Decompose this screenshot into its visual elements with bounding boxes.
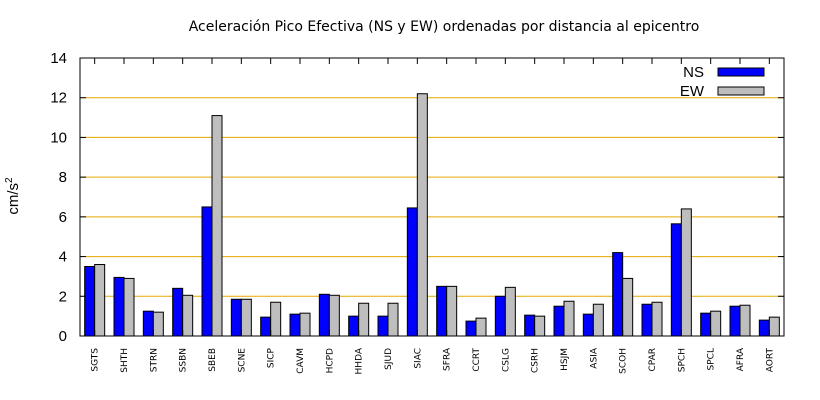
x-tick-label: SICP xyxy=(267,347,277,368)
bar-ns-aort xyxy=(758,319,770,337)
bar-ns-cslg xyxy=(494,295,506,337)
bar-ew-scne xyxy=(240,298,252,337)
bar-ns-asia xyxy=(582,313,594,337)
bar-ew-hsjm xyxy=(563,300,575,337)
bar-ew-asia xyxy=(592,303,604,337)
x-tick-label: AFRA xyxy=(736,347,746,371)
x-tick-label: SSBN xyxy=(179,348,189,372)
y-tick-label: 12 xyxy=(50,90,67,107)
x-tick-label: HSJM xyxy=(560,348,570,371)
grid-lines xyxy=(80,97,784,297)
y-tick-label: 8 xyxy=(59,169,67,186)
bar-ns-cpar xyxy=(641,303,653,337)
x-tick-label: SCNE xyxy=(237,348,247,373)
y-tick-label: 14 xyxy=(50,50,67,67)
y-tick-label: 10 xyxy=(50,129,67,146)
x-tick-label: CSLG xyxy=(501,348,511,372)
bar-ew-sfra xyxy=(446,285,458,337)
y-tick-label: 2 xyxy=(59,288,67,305)
bar-ew-afra xyxy=(739,304,751,337)
y-tick-label: 4 xyxy=(59,249,67,266)
bar-ew-cslg xyxy=(504,286,516,337)
bar-ns-scne xyxy=(230,298,242,337)
bar-ns-scoh xyxy=(612,252,624,337)
x-tick-label: SGTS xyxy=(91,348,101,372)
bar-ew-ssbn xyxy=(182,294,194,337)
bar-ns-sbeb xyxy=(201,206,213,337)
bar-ew-csrh xyxy=(534,315,546,337)
bar-ew-scoh xyxy=(622,277,634,337)
legend-swatch-ew xyxy=(717,86,765,96)
bar-ns-hsjm xyxy=(553,305,565,337)
x-tick-label: SPCH xyxy=(677,348,687,372)
x-tick-label: CCRT xyxy=(472,348,482,372)
plot-frame xyxy=(79,57,785,337)
legend: NS EW xyxy=(680,64,765,100)
x-tick-label: SJUD xyxy=(384,348,394,370)
bar-ns-sicp xyxy=(260,316,272,337)
bar-ew-shth xyxy=(123,277,135,337)
legend-label-ns: NS xyxy=(683,64,704,81)
x-tick-label: ASIA xyxy=(589,347,599,369)
bar-ns-sfra xyxy=(436,285,448,337)
y-axis-ticks: 0 2 4 6 8 10 12 14 xyxy=(50,50,784,345)
bar-ns-shth xyxy=(113,276,125,337)
x-tick-label: HCPD xyxy=(325,348,335,373)
x-tick-label: SBEB xyxy=(208,348,218,372)
bar-ew-sbeb xyxy=(211,115,223,337)
bar-ew-hhda xyxy=(358,302,370,337)
bar-ns-csrh xyxy=(524,314,536,337)
y-tick-label: 0 xyxy=(59,328,67,345)
bar-ew-sgts xyxy=(94,264,106,337)
bar-ew-strn xyxy=(152,311,164,337)
bar-ew-sjud xyxy=(387,302,399,337)
x-tick-label: STRN xyxy=(149,348,159,372)
x-tick-label: CSRH xyxy=(531,348,541,373)
x-tick-label: SPCL xyxy=(707,348,717,370)
y-tick-label: 6 xyxy=(59,209,67,226)
bars xyxy=(84,93,780,337)
x-tick-label: SCOH xyxy=(619,348,629,374)
bar-ns-cavm xyxy=(289,313,301,337)
chart-title: Aceleración Pico Efectiva (NS y EW) orde… xyxy=(189,19,700,35)
bar-ns-strn xyxy=(142,310,154,337)
y-axis-label: cm/s2 xyxy=(4,177,22,215)
bar-ns-ssbn xyxy=(172,287,184,337)
bar-ew-cpar xyxy=(651,301,663,337)
bar-ns-sjud xyxy=(377,315,389,337)
x-tick-label: SFRA xyxy=(443,347,453,371)
x-tick-label: SIAC xyxy=(413,348,423,369)
x-tick-label: CAVM xyxy=(296,348,306,374)
bar-ew-aort xyxy=(768,316,780,337)
bar-ns-afra xyxy=(729,305,741,337)
bar-ew-ccrt xyxy=(475,317,487,337)
x-tick-label: HHDA xyxy=(355,347,365,374)
x-axis-ticks: SGTS SHTH STRN SSBN SBEB SCNE SICP CAVM HCPD HHDA… xyxy=(91,58,775,374)
bar-ew-sicp xyxy=(270,301,282,337)
legend-label-ew: EW xyxy=(680,83,705,100)
bar-ew-siac xyxy=(416,93,428,337)
x-tick-label: CPAR xyxy=(648,348,658,372)
bar-ew-cavm xyxy=(299,312,311,337)
bar-ns-sgts xyxy=(84,266,96,337)
legend-swatch-ns xyxy=(717,67,765,77)
bar-ns-siac xyxy=(406,207,418,337)
bar-ns-ccrt xyxy=(465,320,477,337)
bar-ns-hcpd xyxy=(318,293,330,337)
x-tick-label: SHTH xyxy=(120,348,130,373)
bar-ew-spcl xyxy=(710,310,722,337)
bar-ns-spch xyxy=(670,223,682,337)
x-tick-label: AORT xyxy=(765,348,775,373)
bar-ew-spch xyxy=(680,208,692,337)
bar-ns-spcl xyxy=(700,312,712,337)
bar-ns-hhda xyxy=(348,315,360,337)
bar-ew-hcpd xyxy=(328,294,340,337)
